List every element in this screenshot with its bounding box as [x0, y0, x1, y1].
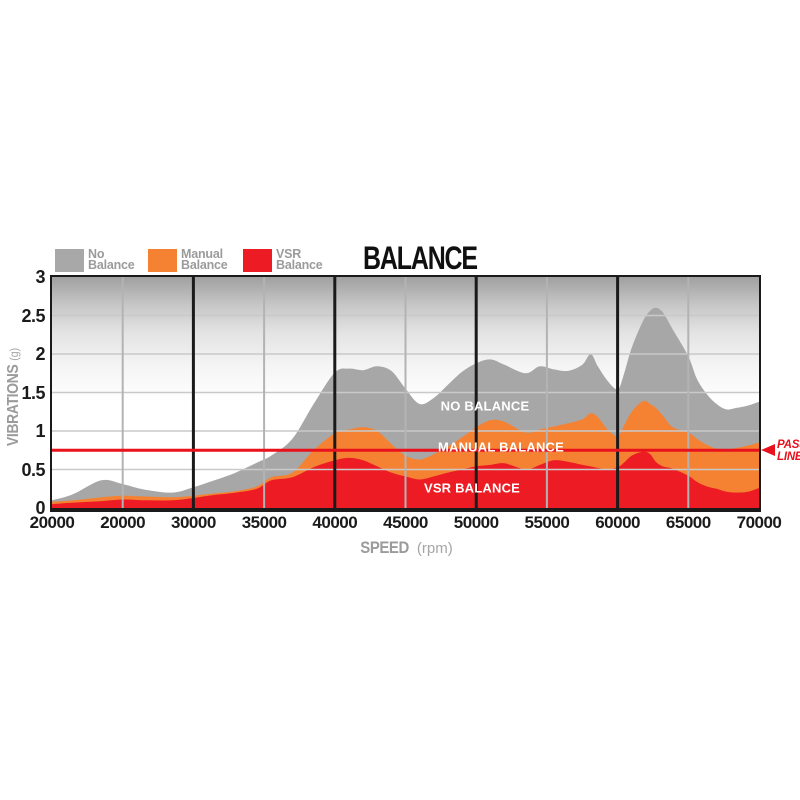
- y-axis-unit-text: (g): [7, 347, 21, 361]
- x-tick-label: 50000: [453, 513, 499, 532]
- pass-line-label-line: PASS: [777, 439, 800, 451]
- x-tick-label: 45000: [383, 513, 428, 532]
- legend-label: VSR Balance: [276, 246, 323, 272]
- legend-label-line: Balance: [88, 258, 135, 272]
- y-axis-title: VIBRATIONS (g): [5, 348, 23, 446]
- y-tick-label: 0.5: [21, 459, 45, 480]
- y-tick-label: 2: [35, 344, 45, 364]
- manual-balance-area-label: MANUAL BALANCE: [437, 439, 565, 455]
- legend-label: No Balance: [88, 246, 135, 272]
- x-tick-label: 60000: [595, 513, 640, 532]
- x-tick-label: 55000: [524, 513, 570, 532]
- y-tick-label: 1: [35, 421, 45, 441]
- legend-label-line: VSR: [276, 246, 302, 261]
- y-axis-title-text: VIBRATIONS: [5, 364, 22, 447]
- x-axis-title-text: SPEED: [360, 538, 410, 557]
- x-tick-label: 40000: [312, 513, 358, 532]
- legend-item-manual-balance: Manual Balance: [148, 248, 228, 272]
- x-tick-label: 20000: [100, 513, 146, 532]
- legend-label-line: Manual: [181, 246, 223, 261]
- x-axis-unit-text: (rpm): [416, 540, 453, 557]
- pass-line-label-line: LINE: [777, 450, 800, 463]
- legend-label: Manual Balance: [181, 246, 228, 272]
- y-tick-label: 1.5: [21, 382, 45, 403]
- manual-balance-swatch: [148, 248, 177, 272]
- x-tick-label: 20000: [29, 513, 75, 532]
- no-balance-area-label: NO BALANCE: [440, 398, 530, 414]
- plot-canvas: [52, 277, 759, 508]
- legend-item-vsr-balance: VSR Balance: [243, 248, 323, 272]
- legend-item-no-balance: No Balance: [55, 248, 135, 272]
- x-axis-title: SPEED (rpm): [300, 538, 510, 558]
- legend-label-line: Balance: [181, 258, 228, 272]
- y-tick-label: 0: [35, 498, 45, 518]
- x-tick-label: 65000: [665, 513, 711, 532]
- x-tick-label: 35000: [241, 513, 287, 532]
- legend-label-line: Balance: [276, 258, 323, 272]
- vsr-balance-area-label: VSR BALANCE: [423, 480, 521, 496]
- pass-line-label: PASS LINE: [777, 439, 800, 463]
- x-tick-label: 30000: [171, 513, 216, 532]
- y-tick-label: 2.5: [21, 305, 45, 326]
- no-balance-swatch: [55, 248, 84, 272]
- chart-title-text: BALANCE: [363, 240, 478, 276]
- vsr-balance-swatch: [243, 248, 272, 272]
- y-tick-label: 3: [35, 267, 45, 287]
- x-tick-label: 70000: [736, 513, 782, 532]
- legend-label-line: No: [88, 246, 105, 261]
- chart-title: BALANCE: [320, 240, 520, 277]
- pass-line-arrow-icon: [761, 444, 775, 456]
